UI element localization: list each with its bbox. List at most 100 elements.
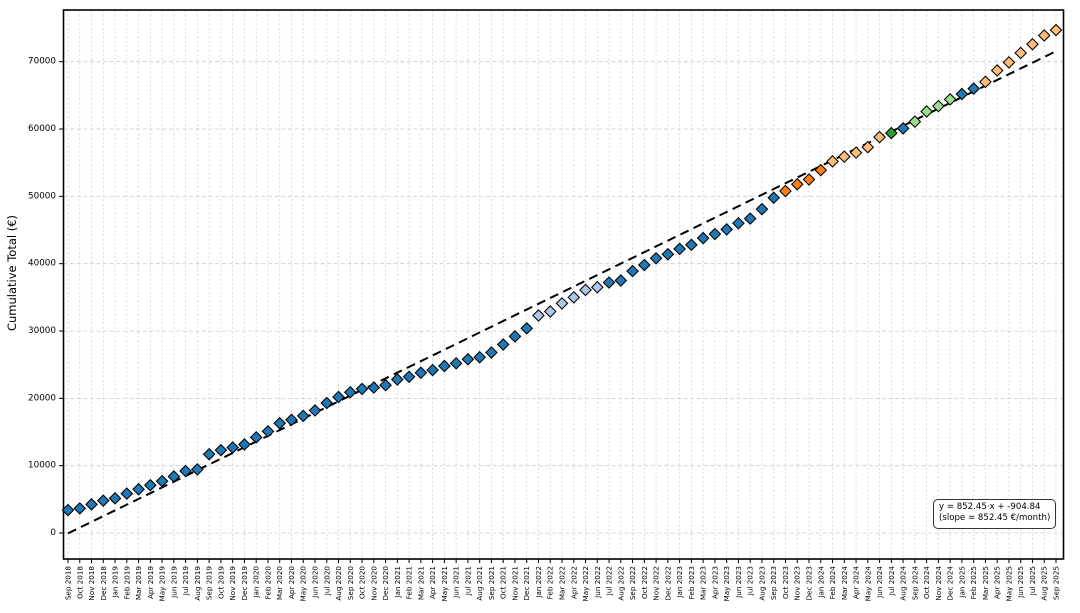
data-point [743, 212, 757, 225]
x-tick-label: Oct 2020 [358, 566, 367, 599]
x-tick-label: Feb 2025 [969, 566, 978, 599]
data-point [285, 413, 298, 427]
data-point [990, 64, 1004, 77]
data-point [696, 231, 710, 245]
data-point [179, 464, 192, 478]
data-point [202, 447, 216, 461]
y-tick-label: 0 [50, 528, 56, 538]
x-tick-label: Jun 2025 [1016, 566, 1025, 599]
x-tick-label: Dec 2020 [381, 566, 390, 601]
data-point [343, 385, 357, 399]
data-point [61, 503, 75, 517]
data-point [414, 366, 428, 380]
x-tick-label: Dec 2023 [805, 566, 814, 601]
x-tick-label: Apr 2021 [428, 566, 437, 599]
data-point [932, 99, 945, 113]
x-tick-label: Feb 2022 [546, 566, 555, 599]
x-tick-label: May 2020 [299, 566, 308, 602]
data-point [191, 463, 204, 476]
data-point [779, 184, 792, 198]
x-tick-label: Jan 2022 [534, 566, 543, 599]
x-tick-label: Jan 2025 [957, 566, 966, 599]
y-tick-label: 60000 [28, 124, 56, 134]
x-tick-label: Mar 2022 [558, 566, 567, 600]
data-point [508, 330, 522, 343]
x-tick-label: Jun 2022 [593, 566, 602, 599]
x-axis-tick-labels: Sep 2018 Oct 2018 Nov 2018 Dec 2018 Jan 2019… [64, 566, 1061, 602]
x-tick-label: Aug 2021 [475, 566, 484, 601]
data-point [261, 424, 275, 438]
data-point [849, 146, 863, 159]
data-point [1049, 23, 1063, 37]
x-tick-label: Nov 2023 [793, 566, 802, 601]
x-tick-label: Apr 2020 [287, 566, 296, 599]
plot-border [62, 9, 1065, 560]
x-tick-label: Apr 2022 [569, 566, 578, 599]
x-tick-label: Feb 2019 [122, 566, 131, 600]
x-tick-label: Jul 2022 [605, 566, 614, 596]
x-tick-label: Feb 2021 [405, 566, 414, 599]
data-point [143, 478, 157, 492]
data-point [214, 443, 228, 457]
y-tick-label: 20000 [28, 393, 56, 403]
data-point [108, 491, 122, 505]
x-tick-label: Nov 2020 [369, 566, 378, 601]
data-point [520, 321, 534, 335]
x-tick-label: Aug 2020 [334, 566, 343, 601]
x-tick-label: Jan 2020 [252, 566, 261, 599]
data-point [355, 382, 369, 396]
x-tick-label: Sep 2022 [628, 566, 637, 600]
data-point [379, 378, 392, 392]
data-point [485, 346, 498, 359]
y-tick-label: 50000 [28, 191, 56, 201]
data-point [967, 82, 981, 95]
x-tick-label: Apr 2023 [710, 566, 719, 599]
data-point [790, 177, 804, 191]
data-point [896, 122, 910, 135]
data-point [85, 498, 98, 511]
x-tick-label: May 2023 [722, 566, 731, 601]
x-tick-label: Sep 2020 [346, 566, 355, 601]
data-point [614, 274, 628, 287]
data-point [320, 396, 334, 410]
x-tick-label: Oct 2021 [499, 566, 508, 599]
data-point [461, 352, 475, 366]
data-point [567, 291, 581, 304]
x-tick-label: Jul 2024 [887, 566, 896, 597]
y-tick-label: 30000 [28, 326, 56, 336]
x-tick-label: Sep 2018 [64, 566, 73, 601]
x-tick-label: Oct 2024 [922, 566, 931, 599]
x-tick-label: Sep 2024 [910, 566, 919, 601]
x-tick-label: Sep 2021 [487, 566, 496, 600]
x-tick-label: Oct 2018 [75, 566, 84, 599]
x-tick-label: May 2021 [440, 566, 449, 601]
data-point [814, 163, 828, 177]
data-point [1014, 46, 1028, 60]
x-tick-label: Jun 2024 [875, 566, 884, 599]
x-tick-label: Dec 2019 [240, 566, 249, 601]
data-point [249, 431, 263, 444]
x-tick-label: Jun 2021 [452, 566, 461, 599]
data-point [308, 404, 322, 417]
x-tick-label: Sep 2023 [769, 566, 778, 600]
x-tick-label: Apr 2025 [993, 566, 1002, 599]
x-tick-label: Aug 2023 [757, 566, 766, 601]
data-point [955, 87, 969, 101]
x-tick-label: Mar 2019 [134, 566, 143, 601]
data-point [873, 130, 886, 144]
data-point [226, 441, 240, 454]
trendline-equation-line1: y = 852.45·x + -904.84 [939, 502, 1041, 512]
data-point [402, 370, 416, 384]
data-point [920, 105, 933, 118]
horizontal-gridlines [63, 61, 1064, 534]
x-tick-label: Jul 2025 [1028, 566, 1037, 596]
x-tick-label: May 2024 [863, 566, 872, 602]
trendline-equation-box: y = 852.45·x + -904.84 (slope = 852.45 €… [933, 499, 1057, 529]
data-point [155, 474, 169, 488]
data-point [755, 202, 769, 216]
data-point [73, 502, 87, 515]
x-tick-label: Nov 2024 [934, 566, 943, 601]
x-tick-label: Aug 2022 [616, 566, 625, 601]
x-tick-label: Aug 2025 [1040, 566, 1049, 601]
data-point [590, 280, 604, 294]
